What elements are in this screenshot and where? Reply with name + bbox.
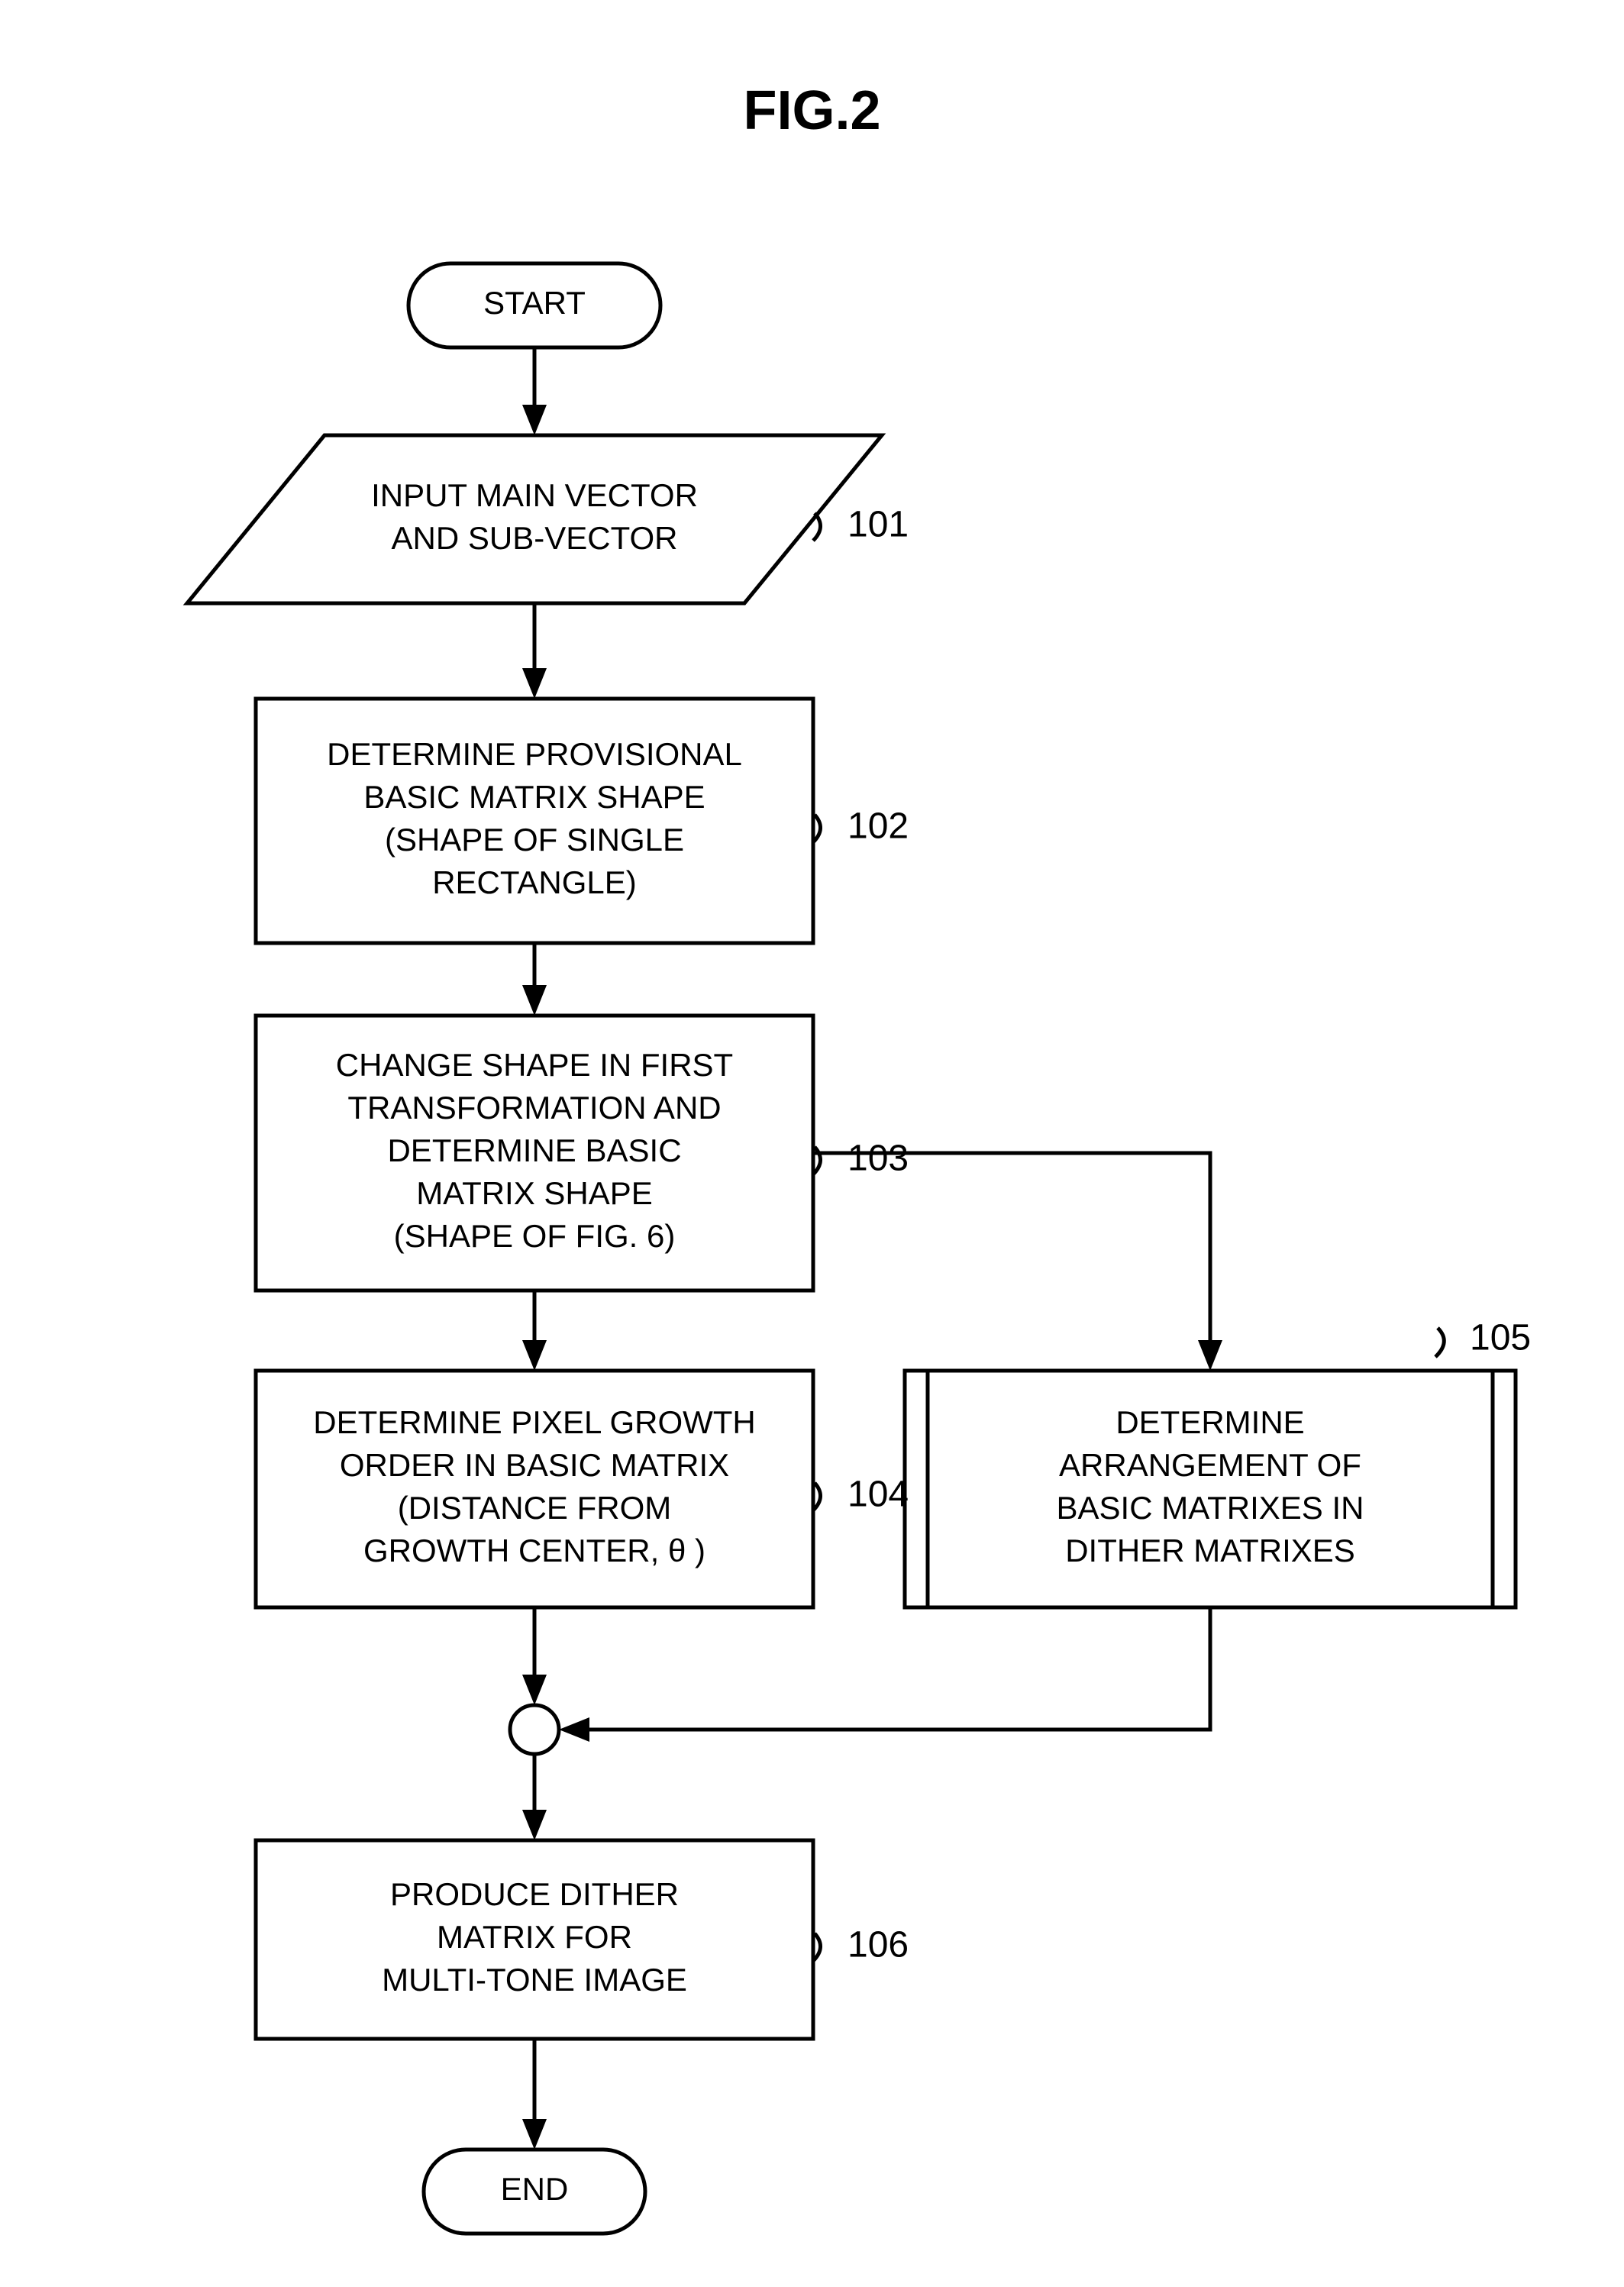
n103-label: 103 — [848, 1139, 909, 1179]
n104-line: DETERMINE PIXEL GROWTH — [313, 1404, 756, 1440]
n103-line: MATRIX SHAPE — [416, 1175, 653, 1211]
n102-line: (SHAPE OF SINGLE — [385, 822, 684, 858]
arrowhead — [522, 2119, 547, 2150]
start-line: START — [483, 285, 586, 321]
n102-line: RECTANGLE) — [432, 864, 637, 900]
n102-line: BASIC MATRIX SHAPE — [363, 779, 705, 815]
n104-line: (DISTANCE FROM — [398, 1490, 672, 1526]
arrowhead — [522, 405, 547, 435]
n103-line: (SHAPE OF FIG. 6) — [394, 1218, 676, 1254]
n106-line: PRODUCE DITHER — [390, 1876, 679, 1912]
arrowhead — [559, 1717, 589, 1742]
arrowhead — [1198, 1340, 1222, 1371]
n104-line: ORDER IN BASIC MATRIX — [340, 1447, 729, 1483]
n106-line: MATRIX FOR — [437, 1919, 632, 1955]
n105-line: BASIC MATRIXES IN — [1057, 1490, 1364, 1526]
n102-label: 102 — [848, 806, 909, 847]
n105-label-tick — [1435, 1328, 1444, 1357]
edge-n105-join — [589, 1607, 1210, 1730]
join-shape — [510, 1705, 559, 1754]
end-line: END — [501, 2171, 569, 2207]
edge-n103-n105 — [813, 1153, 1210, 1340]
n105-label: 105 — [1470, 1318, 1531, 1358]
n105-line: ARRANGEMENT OF — [1059, 1447, 1361, 1483]
figure-title: FIG.2 — [743, 80, 880, 141]
n106-line: MULTI-TONE IMAGE — [382, 1962, 687, 1998]
n104-label: 104 — [848, 1475, 909, 1515]
n103-line: DETERMINE BASIC — [387, 1132, 681, 1168]
n103-line: TRANSFORMATION AND — [347, 1090, 721, 1126]
n101-line: INPUT MAIN VECTOR — [371, 477, 698, 513]
n101-line: AND SUB-VECTOR — [392, 520, 678, 556]
n106-label: 106 — [848, 1925, 909, 1966]
n104-line: GROWTH CENTER, θ ) — [363, 1533, 705, 1568]
n102-line: DETERMINE PROVISIONAL — [327, 736, 742, 772]
n105-line: DITHER MATRIXES — [1065, 1533, 1355, 1568]
arrowhead — [522, 1340, 547, 1371]
n101-label: 101 — [848, 505, 909, 545]
n105-line: DETERMINE — [1115, 1404, 1304, 1440]
arrowhead — [522, 1675, 547, 1705]
arrowhead — [522, 1810, 547, 1840]
n102-shape — [256, 699, 813, 943]
n101-shape — [187, 435, 882, 603]
n103-line: CHANGE SHAPE IN FIRST — [336, 1047, 733, 1083]
arrowhead — [522, 985, 547, 1016]
arrowhead — [522, 668, 547, 699]
